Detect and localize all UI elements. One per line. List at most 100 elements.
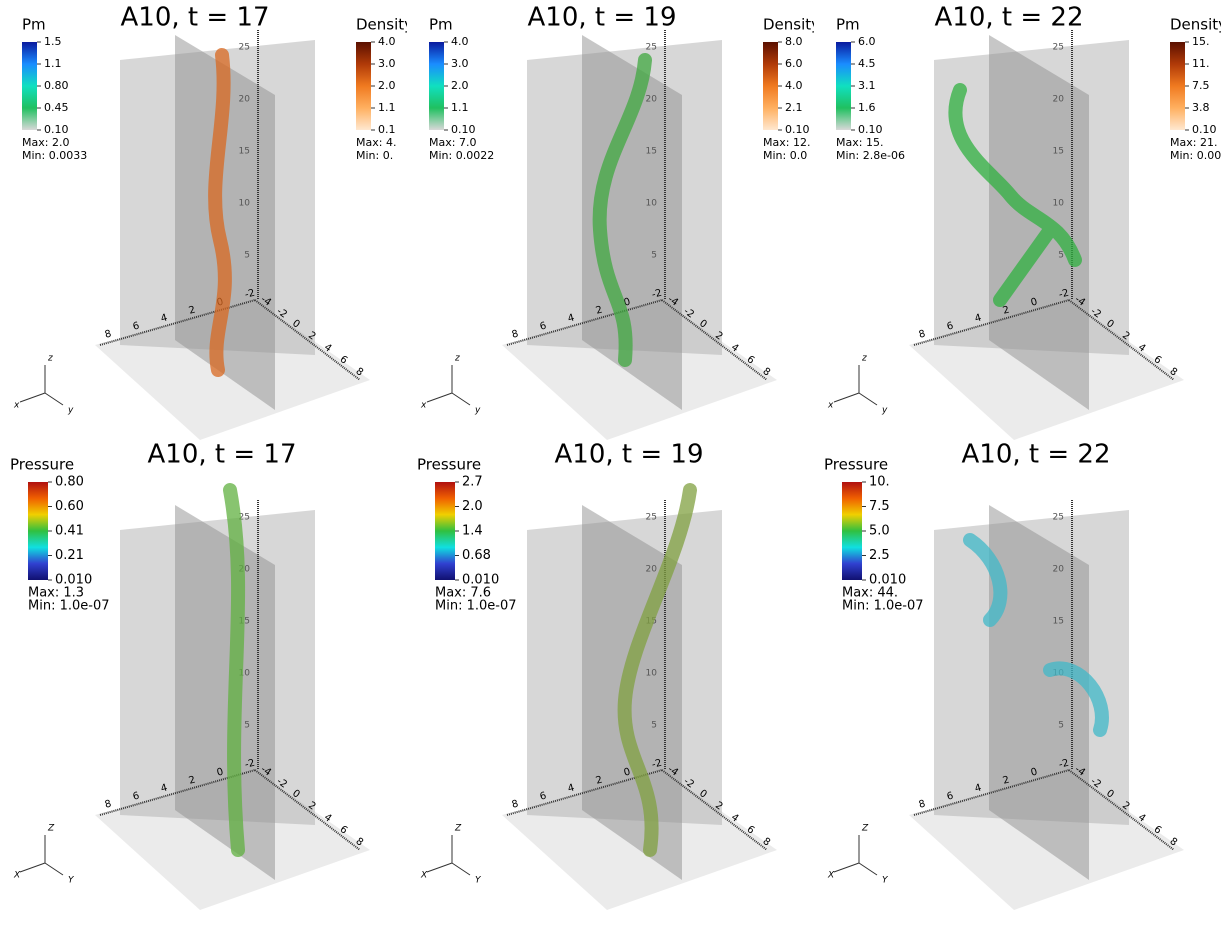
- axis-tick-label: 2: [188, 305, 197, 317]
- axis-tick-label: 2: [595, 305, 604, 317]
- axis-tick-label: 8: [354, 366, 366, 379]
- triad-label: Y: [475, 876, 482, 886]
- colorbar-tick-label: 0.1: [378, 123, 396, 136]
- triad-label: x: [420, 401, 427, 411]
- triad-label: Z: [454, 824, 462, 834]
- colorbar-tick-label: 10.: [869, 475, 890, 490]
- colorbar-tick-label: 1.6: [858, 101, 876, 114]
- axis-tick-label: 2: [188, 775, 197, 787]
- axis-tick-label: 0: [290, 318, 302, 331]
- colorbar-title: Density: [1170, 16, 1221, 34]
- colorbar-title: Pressure: [10, 456, 74, 474]
- axis-tick-label: 15: [1053, 147, 1064, 157]
- axis-tick-label: 15: [1053, 617, 1064, 627]
- axis-tick-label: 4: [974, 313, 983, 325]
- axis-tick-label: 25: [239, 513, 250, 523]
- triad-label: X: [13, 871, 21, 881]
- axis-tick-label: 20: [1053, 95, 1065, 105]
- colorbar-tick-label: 0.10: [785, 123, 810, 136]
- colorbar: [1170, 42, 1185, 130]
- colorbar: [356, 42, 371, 130]
- colorbar-tick-label: 2.7: [462, 475, 483, 490]
- axis-tick-label: 8: [511, 799, 520, 811]
- colorbar-tick-label: 0.010: [55, 573, 92, 588]
- triad-label: X: [827, 871, 835, 881]
- colorbar-tick-label: 8.0: [785, 35, 803, 48]
- colorbar-tick-label: 4.5: [858, 57, 876, 70]
- flux-tube: [963, 533, 1109, 737]
- panel-title: A10, t = 19: [528, 3, 677, 33]
- y-axis: [661, 769, 768, 851]
- flux-tube: [592, 53, 652, 367]
- colorbar-tick-label: 1.5: [44, 35, 62, 48]
- axis-tick-label: 4: [567, 313, 576, 325]
- axis-tick-label: 0: [216, 767, 225, 779]
- axis-tick-label: 4: [1136, 342, 1148, 355]
- axis-tick-label: 15: [239, 147, 250, 157]
- axis-tick-label: 5: [244, 251, 250, 261]
- panel-title: A10, t = 22: [962, 440, 1111, 470]
- colorbar-tick-label: 3.8: [1192, 101, 1210, 114]
- axis-tick-label: 10: [239, 199, 251, 209]
- axis-tick-label: 2: [1120, 800, 1132, 813]
- colorbar-tick-label: 2.5: [869, 548, 890, 563]
- flux-tube: [223, 483, 246, 857]
- colorbar-tick-label: 0.10: [451, 123, 476, 136]
- axis-tick-label: 6: [338, 354, 350, 367]
- triad-label: Z: [47, 824, 55, 834]
- axis-tick-label: 2: [713, 800, 725, 813]
- colorbar-min: Min: 1.0e-07: [28, 599, 110, 614]
- colorbar-min: Min: 1.0e-07: [842, 599, 924, 614]
- colorbar: [429, 42, 444, 130]
- axis-tick-label: 0: [1030, 297, 1039, 309]
- x-axis: [913, 299, 1070, 346]
- panel-title: A10, t = 17: [148, 440, 297, 470]
- triad-label: y: [881, 406, 888, 416]
- triad: [19, 835, 64, 876]
- axis-tick-label: 20: [646, 95, 658, 105]
- colorbar-min: Min: 0.: [356, 149, 393, 162]
- y-axis: [1068, 769, 1175, 851]
- triad-label: z: [454, 354, 460, 364]
- axis-tick-label: 2: [306, 800, 318, 813]
- colorbar-tick-label: 0.10: [858, 123, 883, 136]
- flux-tube: [948, 83, 1082, 307]
- axis-tick-label: 6: [745, 354, 757, 367]
- y-axis: [254, 769, 361, 851]
- colorbar-min: Min: 1.0e-07: [435, 599, 517, 614]
- colorbar: [435, 482, 455, 580]
- axis-tick-label: 5: [651, 251, 657, 261]
- axis-tick-label: 8: [918, 799, 927, 811]
- axis-tick-label: 5: [1058, 721, 1064, 731]
- colorbar-min: Min: 0.0022: [429, 149, 494, 162]
- axis-tick-label: 10: [646, 669, 658, 679]
- axis-tick-label: 0: [290, 788, 302, 801]
- colorbar-min: Min: 2.8e-06: [836, 149, 905, 162]
- axis-tick-label: 2: [1002, 775, 1011, 787]
- triad: [833, 365, 878, 406]
- axis-tick-label: 4: [567, 783, 576, 795]
- colorbar-tick-label: 7.5: [1192, 79, 1210, 92]
- colorbar-tick-label: 0.21: [55, 548, 84, 563]
- colorbar-tick-label: 0.80: [44, 79, 69, 92]
- axis-tick-label: 0: [1104, 788, 1116, 801]
- colorbar-title: Density: [763, 16, 814, 34]
- x-axis: [506, 299, 663, 346]
- colorbar-min: Min: 0.0033: [22, 149, 87, 162]
- panel-title: A10, t = 22: [935, 3, 1084, 33]
- triad: [426, 365, 471, 406]
- colorbar-tick-label: 2.0: [462, 499, 483, 514]
- axis-tick-label: 8: [511, 329, 520, 341]
- colorbar-title: Pm: [836, 16, 860, 34]
- axis-tick-label: 0: [697, 788, 709, 801]
- axis-tick-label: 6: [745, 824, 757, 837]
- axis-tick-label: 2: [595, 775, 604, 787]
- colorbar-max: Max: 2.0: [22, 136, 69, 149]
- panel-title: A10, t = 17: [121, 3, 270, 33]
- axis-tick-label: 10: [239, 669, 251, 679]
- axis-tick-label: 8: [761, 366, 773, 379]
